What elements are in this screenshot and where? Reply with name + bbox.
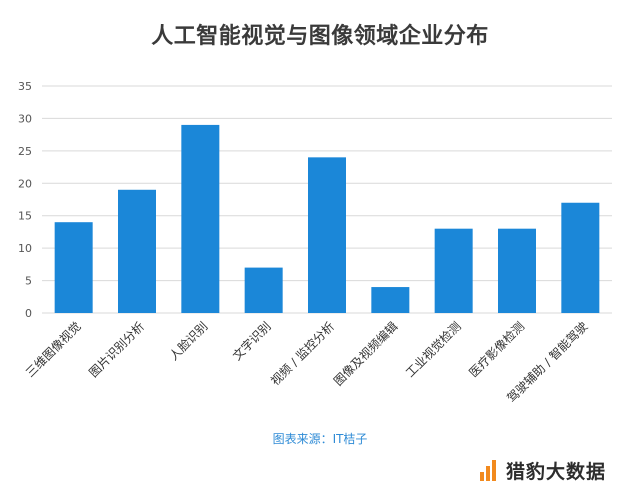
x-category-label: 三维图像视觉 [22, 319, 84, 381]
bar-2 [118, 189, 156, 313]
y-axis-tick-labels: 0 5 10 15 20 25 30 35 [18, 80, 32, 320]
bar-8 [498, 228, 536, 313]
x-category-label: 图像及视频编辑 [330, 319, 400, 389]
y-tick-label: 30 [18, 112, 32, 125]
y-tick-label: 25 [18, 145, 32, 158]
bar-chart-logo-icon [480, 459, 500, 481]
chart-title: 人工智能视觉与图像领域企业分布 [151, 24, 489, 49]
brand-name: 猎豹大数据 [506, 460, 607, 483]
y-tick-label: 20 [18, 177, 32, 190]
y-tick-label: 5 [25, 275, 32, 288]
x-category-label: 视频 / 监控分析 [267, 319, 337, 389]
brand-watermark: 猎豹大数据 [480, 455, 606, 485]
x-category-label: 人脸识别 [167, 319, 211, 363]
bar-7 [434, 228, 473, 313]
y-tick-label: 15 [18, 210, 32, 223]
bar-1 [54, 222, 93, 313]
bar-3 [181, 124, 220, 314]
y-tick-label: 10 [18, 242, 32, 255]
x-category-label: 工业视觉检测 [402, 319, 464, 381]
y-tick-label: 0 [25, 307, 32, 320]
y-tick-label: 35 [18, 80, 32, 93]
bar-9 [561, 202, 600, 313]
bar-6 [371, 287, 410, 313]
bar-5 [308, 157, 346, 313]
x-category-label: 医疗影像检测 [466, 319, 528, 381]
bars [54, 124, 600, 314]
chart-source-note: 图表来源：IT桔子 [272, 432, 368, 446]
x-category-label: 图片识别分析 [86, 319, 147, 380]
x-category-label: 文字识别 [229, 319, 274, 364]
bar-4 [244, 267, 283, 313]
